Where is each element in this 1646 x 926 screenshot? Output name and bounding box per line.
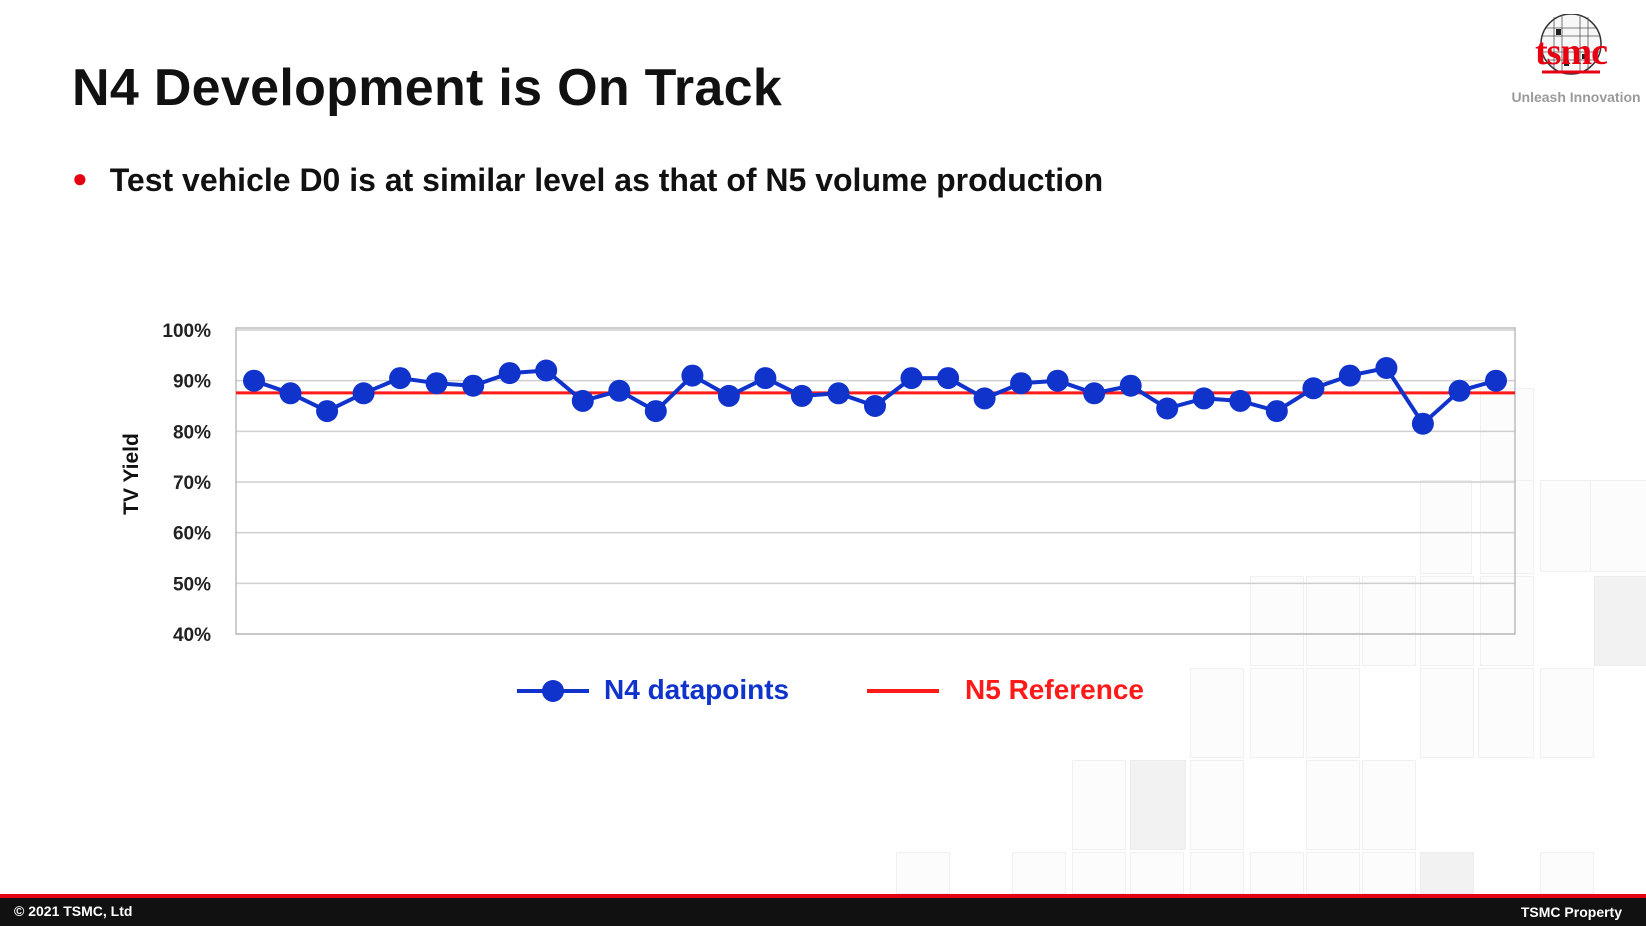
n4-datapoint (1338, 364, 1361, 387)
y-tick-label: 100% (162, 321, 211, 342)
legend-n5-label: N5 Reference (965, 674, 1144, 705)
n4-datapoint (790, 384, 813, 407)
wafer-globe-icon (1540, 14, 1602, 75)
n4-datapoint (608, 379, 631, 402)
y-tick-label: 50% (173, 574, 211, 595)
n4-datapoint (1411, 412, 1434, 435)
n4-datapoint (937, 367, 960, 390)
n4-datapoint (1375, 357, 1398, 379)
slide-title: N4 Development is On Track (72, 59, 783, 117)
n4-datapoint (1046, 369, 1069, 392)
n4-datapoint (644, 400, 667, 423)
n4-datapoint (1083, 382, 1106, 405)
y-tick-label: 90% (173, 372, 211, 393)
n4-datapoint (389, 367, 412, 390)
n4-datapoint (1229, 389, 1252, 412)
y-tick-label: 60% (173, 524, 211, 545)
n4-datapoint (1485, 369, 1507, 392)
n4-datapoint (1119, 374, 1142, 397)
legend-n4-marker-icon (542, 680, 564, 702)
n4-datapoint (316, 400, 339, 423)
legend-n4-label: N4 datapoints (604, 674, 789, 705)
n4-datapoint (425, 372, 448, 395)
n4-markers (243, 357, 1507, 435)
tsmc-logo: tsmc Unleash Innovation (1496, 14, 1641, 114)
footer-property: TSMC Property (1520, 904, 1622, 920)
n4-datapoint (754, 367, 777, 390)
n4-datapoint (1156, 397, 1179, 420)
y-tick-label: 70% (173, 473, 211, 494)
n4-datapoint (681, 364, 704, 387)
y-axis-title: TV Yield (120, 433, 143, 515)
n4-datapoint (900, 367, 923, 390)
bullet-text: Test vehicle D0 is at similar level as t… (109, 162, 1104, 198)
n4-datapoint (352, 382, 375, 405)
n4-datapoint (1265, 400, 1288, 423)
n4-datapoint (827, 382, 850, 405)
n4-datapoint (973, 387, 996, 410)
n4-datapoint (535, 359, 558, 382)
n4-datapoint (279, 382, 302, 405)
logo-wordmark: tsmc (1535, 31, 1608, 73)
footer-copyright: © 2021 TSMC, Ltd (14, 903, 133, 919)
y-tick-label: 40% (173, 625, 211, 646)
yield-chart: 100% 90% 80% 70% 60% 50% 40% TV Yield N4 datap… (120, 321, 1516, 705)
n4-datapoint (717, 384, 740, 407)
plot-area-border (235, 327, 1516, 635)
n4-datapoint (1192, 387, 1215, 410)
n4-datapoint (864, 395, 886, 417)
n4-datapoint (571, 389, 594, 412)
n4-datapoint (1302, 377, 1325, 400)
y-axis-ticks: 100% 90% 80% 70% 60% 50% 40% (162, 321, 211, 646)
y-tick-label: 80% (173, 422, 211, 443)
footer-bar: © 2021 TSMC, Ltd TSMC Property (0, 894, 1646, 926)
logo-tagline: Unleash Innovation (1511, 89, 1641, 105)
n4-datapoint (498, 362, 521, 385)
bullet-dot-icon: ● (72, 163, 88, 193)
n4-datapoint (462, 374, 485, 397)
n4-datapoint (243, 369, 265, 392)
n4-datapoint (1010, 372, 1033, 395)
chart-gridlines (236, 329, 1515, 635)
chart-legend: N4 datapoints N5 Reference (517, 674, 1144, 705)
n4-datapoint (1448, 379, 1471, 402)
bullet-point: ● Test vehicle D0 is at similar level as … (72, 162, 1103, 199)
